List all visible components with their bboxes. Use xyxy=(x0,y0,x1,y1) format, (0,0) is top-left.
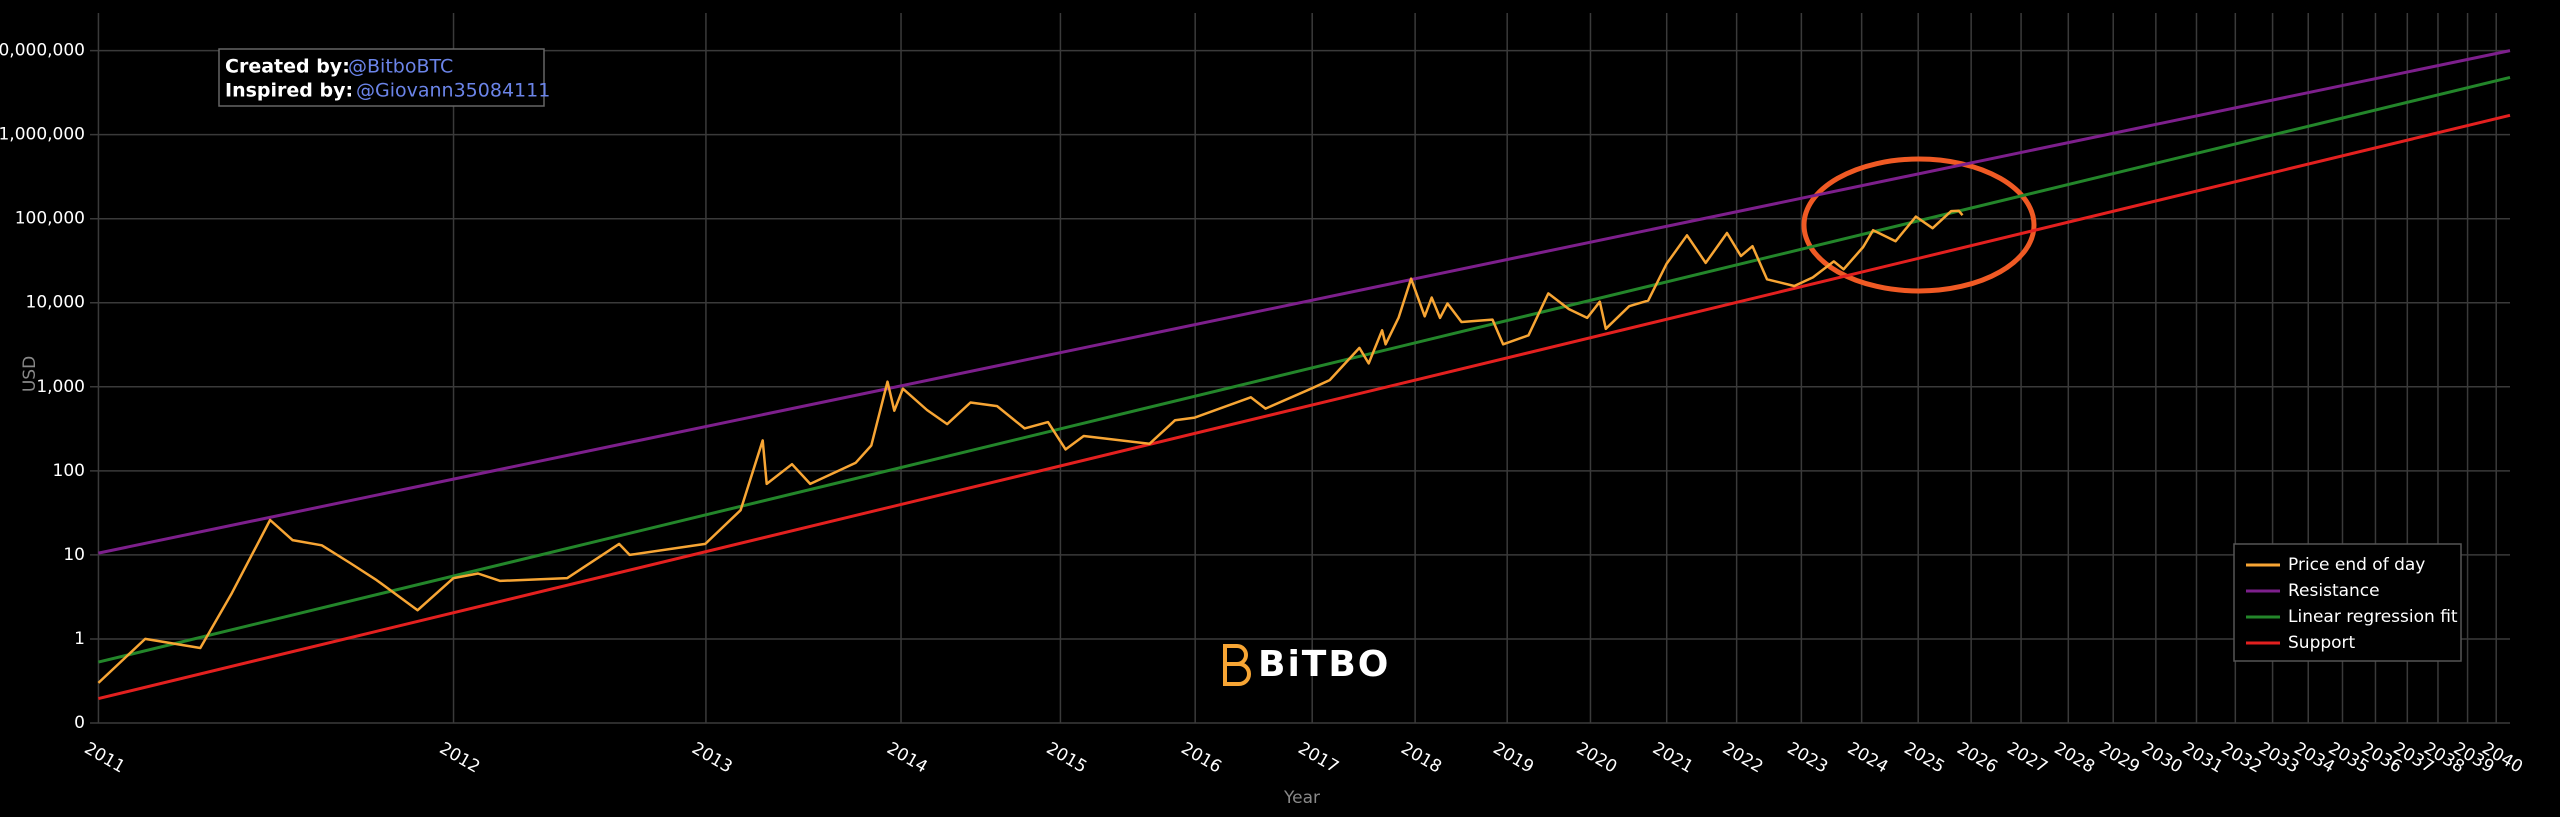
y-tick-label: 1,000,000 xyxy=(0,125,85,145)
credit-handle[interactable]: @Giovann35084111 xyxy=(356,80,550,102)
grid xyxy=(90,13,2510,724)
series-line xyxy=(98,113,2511,701)
logo-text: BiTBO xyxy=(1258,644,1390,685)
highlight-ellipse xyxy=(1801,156,2037,294)
watermark: BiTBO xyxy=(1223,644,1390,686)
series-line xyxy=(98,75,2511,664)
credits-frame xyxy=(218,48,545,107)
credits-box: Created by: @BitboBTC Inspired by: @Giov… xyxy=(218,48,550,107)
legend-label: Linear regression fit xyxy=(2288,607,2458,627)
series-line xyxy=(97,209,1964,684)
y-tick-label: 100 xyxy=(53,461,85,481)
plot-lines xyxy=(97,49,2511,701)
y-tick-label: 10 xyxy=(63,545,85,565)
y-tick-label: 1 xyxy=(74,629,85,649)
credit-handle[interactable]: @BitboBTC xyxy=(348,56,453,78)
legend-label: Price end of day xyxy=(2288,555,2425,575)
y-tick-label: 10,000 xyxy=(26,293,85,313)
series-line xyxy=(98,49,2511,555)
ticks: 0 1 10 100 1,000 10,000 100,000 1,000,000 10,000… xyxy=(0,41,2526,778)
y-tick-label: 10,000,000 xyxy=(0,41,85,61)
legend-label: Resistance xyxy=(2288,581,2380,601)
credit-label: Inspired by: xyxy=(225,80,353,102)
logo-icon xyxy=(1223,644,1251,686)
y-tick-label: 1,000 xyxy=(36,377,85,397)
credit-label: Created by: xyxy=(225,56,350,78)
y-tick-label: 100,000 xyxy=(15,209,85,229)
legend: Price end of day Resistance Linear regress… xyxy=(2233,543,2462,662)
legend-label: Support xyxy=(2288,633,2356,653)
x-axis-label: Year xyxy=(1283,788,1320,808)
y-tick-label: 0 xyxy=(74,713,85,733)
y-axis-label: USD xyxy=(20,356,40,392)
